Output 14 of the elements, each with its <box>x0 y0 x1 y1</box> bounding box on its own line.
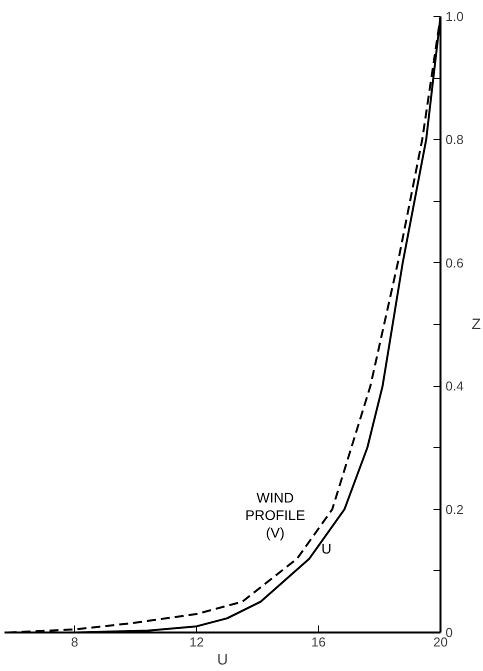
y-tick-label: 0.6 <box>446 255 464 270</box>
y-tick-label: 0.4 <box>446 378 464 394</box>
x-tick-label: 12 <box>189 634 204 650</box>
x-tick-label: 20 <box>433 634 448 650</box>
series-label: WIND PROFILE (V) <box>245 489 306 541</box>
y-axis-title: Z <box>472 316 481 333</box>
y-tick-label: 0.2 <box>446 502 464 517</box>
series-label: U <box>321 540 332 557</box>
x-axis-title: U <box>217 652 228 668</box>
y-tick-label: 1.0 <box>446 9 464 24</box>
y-tick-label: 0.8 <box>446 132 464 148</box>
x-tick-label: 16 <box>311 634 326 650</box>
x-tick-label: 8 <box>71 634 78 650</box>
y-tick-label: 0 <box>446 625 453 640</box>
